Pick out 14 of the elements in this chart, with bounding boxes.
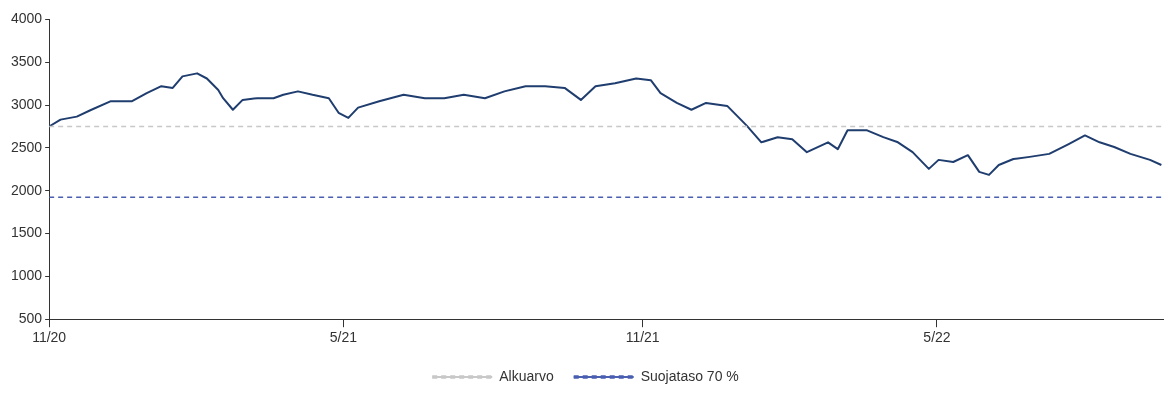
y-tick-label: 500 xyxy=(18,310,43,327)
y-tick-label: 3000 xyxy=(10,95,43,112)
legend-label: Suojataso 70 % xyxy=(640,367,739,384)
legend-label: Alkuarvo xyxy=(499,367,554,384)
x-tick-label: 5/22 xyxy=(923,329,951,346)
x-tick-label: 5/21 xyxy=(329,329,358,346)
y-tick-label: 4000 xyxy=(10,10,43,27)
y-tick-label: 1000 xyxy=(10,267,43,284)
y-tick-label: 2500 xyxy=(10,138,43,155)
y-tick-label: 3500 xyxy=(10,53,43,70)
y-tick-label: 2000 xyxy=(10,181,43,198)
x-tick-label: 11/20 xyxy=(32,329,67,346)
y-tick-label: 1500 xyxy=(10,224,43,241)
x-tick-label: 11/21 xyxy=(625,329,660,346)
